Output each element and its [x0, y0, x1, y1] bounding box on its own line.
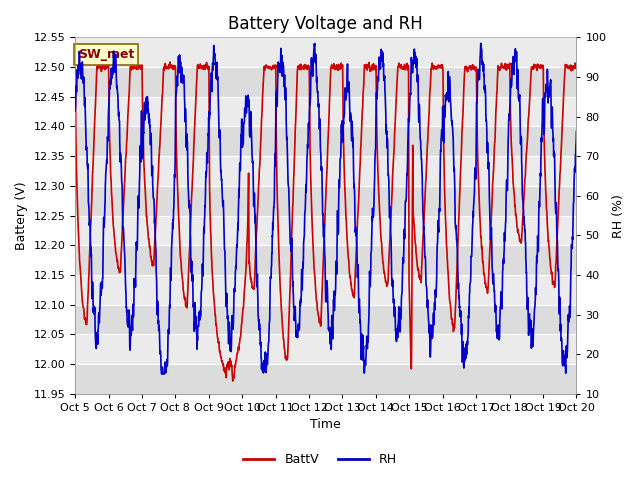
BattV [166, 59, 174, 65]
BattV [229, 378, 237, 384]
Legend: BattV, RH: BattV, RH [238, 448, 402, 471]
RH [529, 331, 536, 337]
BattV [573, 64, 580, 70]
RH [158, 371, 166, 377]
BattV [211, 312, 219, 318]
BattV [351, 272, 359, 277]
Bar [75, 126, 577, 156]
RH [471, 165, 479, 171]
Y-axis label: RH (%): RH (%) [612, 193, 625, 238]
Y-axis label: Battery (V): Battery (V) [15, 181, 28, 250]
Text: SW_met: SW_met [77, 48, 134, 61]
RH [351, 214, 359, 219]
BattV [71, 66, 79, 72]
Line: RH: RH [75, 43, 577, 374]
RH [477, 40, 484, 46]
Bar [75, 305, 577, 335]
Bar [75, 245, 577, 275]
BattV [543, 206, 550, 212]
Title: Battery Voltage and RH: Battery Voltage and RH [228, 15, 423, 33]
Bar [75, 186, 577, 216]
BattV [340, 168, 348, 174]
RH [573, 129, 580, 134]
RH [543, 89, 550, 95]
Bar [75, 364, 577, 394]
RH [340, 114, 348, 120]
RH [211, 56, 219, 62]
Line: BattV: BattV [75, 62, 577, 381]
RH [71, 108, 79, 114]
BattV [529, 66, 536, 72]
Bar [75, 67, 577, 97]
X-axis label: Time: Time [310, 419, 341, 432]
BattV [472, 68, 479, 73]
